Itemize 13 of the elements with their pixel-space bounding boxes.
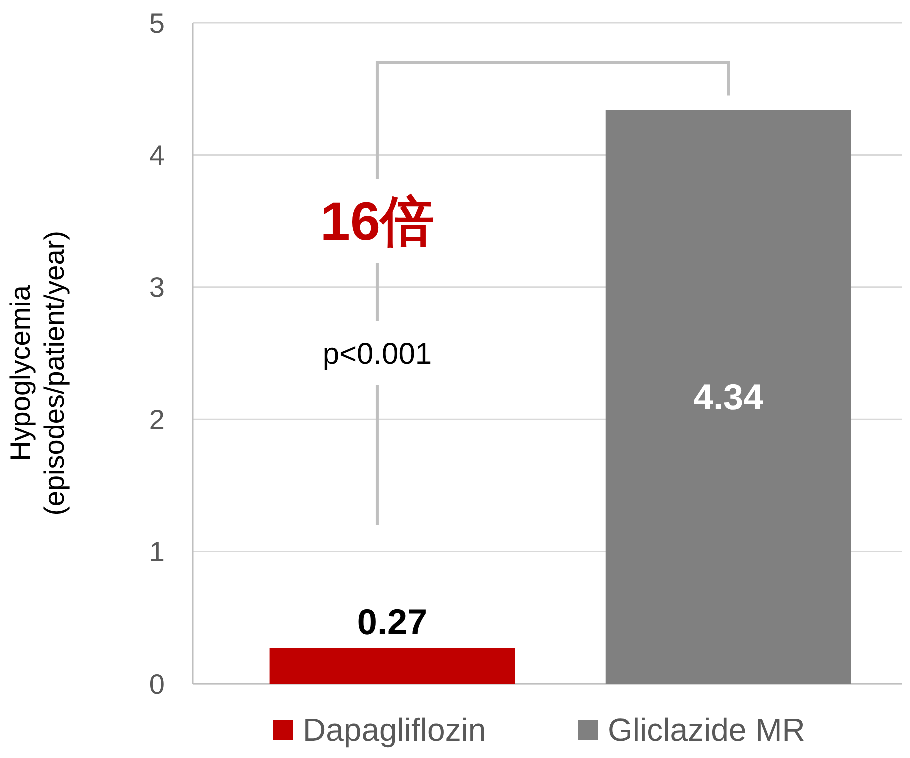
legend-label: Dapagliflozin	[303, 712, 486, 748]
y-tick-label: 4	[149, 140, 165, 171]
y-tick-label: 1	[149, 536, 165, 568]
data-label: 0.27	[357, 601, 428, 642]
y-axis-title: Hypoglycemia (episodes/patient/year)	[5, 231, 70, 516]
annotation: 16倍	[320, 192, 435, 252]
legend-label: Gliclazide MR	[608, 712, 806, 748]
data-label: 4.34	[693, 376, 764, 418]
y-tick-label: 5	[149, 8, 165, 39]
y-tick-label: 2	[149, 404, 165, 436]
annotation: p<0.001	[322, 338, 432, 371]
y-tick-label: 0	[149, 668, 165, 700]
y-tick-label: 3	[149, 272, 165, 304]
